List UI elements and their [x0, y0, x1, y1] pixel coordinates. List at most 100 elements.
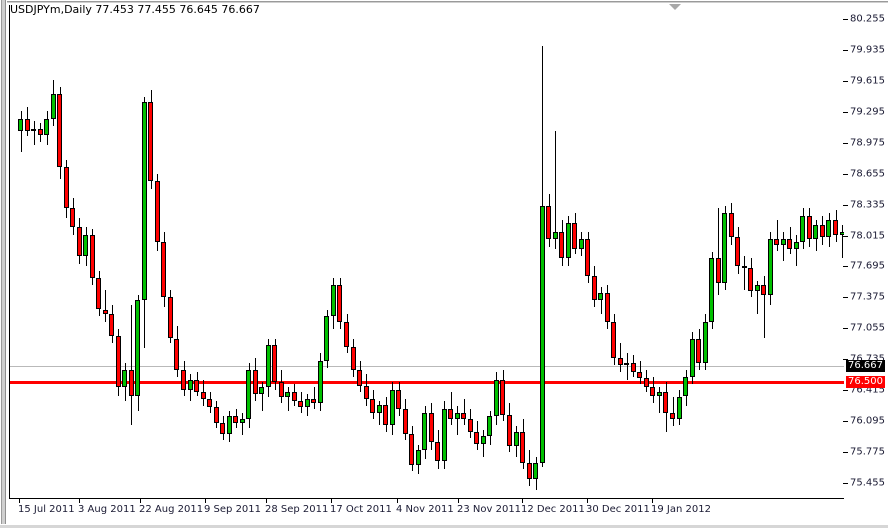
- candle-body-bearish: [220, 422, 225, 435]
- candle-body-bearish: [735, 237, 740, 266]
- candle-body-bullish: [416, 449, 421, 466]
- candle-body-bullish: [579, 238, 584, 249]
- candle-body-bearish: [748, 267, 753, 292]
- candle-wick: [288, 386, 289, 411]
- candle-body-bearish: [696, 338, 701, 363]
- price-axis-label: 75.775: [850, 446, 885, 458]
- time-axis-label: 15 Jul 2011: [18, 504, 75, 515]
- candle-body-bearish: [370, 399, 375, 413]
- candle-body-bullish: [318, 360, 323, 404]
- candle-body-bearish: [272, 345, 277, 382]
- candle-wick: [34, 121, 35, 146]
- candle-body-bearish: [605, 293, 610, 323]
- candlestick-plot-area[interactable]: [10, 5, 844, 498]
- candle-body-bearish: [344, 322, 349, 348]
- candle-body-bullish: [755, 285, 760, 292]
- candle-body-bearish: [644, 378, 649, 387]
- candle-body-bearish: [468, 418, 473, 433]
- candle-body-bearish: [572, 222, 577, 249]
- candle-body-bearish: [585, 238, 590, 276]
- time-tick: [458, 499, 459, 503]
- candle-body-bullish: [18, 119, 23, 131]
- candle-wick: [718, 208, 719, 295]
- candle-body-bearish: [592, 275, 597, 300]
- horizontal-level-line[interactable]: [10, 381, 844, 384]
- price-tick: [843, 483, 848, 485]
- candle-body-bullish: [690, 338, 695, 378]
- price-axis[interactable]: 80.255 79.935 79.615 79.295 78.975 78.655 78.3…: [843, 5, 888, 499]
- candle-wick: [640, 360, 641, 384]
- candle-wick: [131, 304, 132, 426]
- candle-body-bearish: [155, 180, 160, 242]
- candle-wick: [783, 232, 784, 262]
- candle-body-bullish: [794, 241, 799, 249]
- candle-body-bullish: [442, 409, 447, 462]
- candle-body-bearish: [618, 357, 623, 365]
- time-tick: [79, 499, 80, 503]
- candle-body-bullish: [722, 212, 727, 284]
- candle-wick: [262, 382, 263, 411]
- time-tick: [205, 499, 206, 503]
- candle-body-bullish: [135, 299, 140, 397]
- candle-wick: [842, 225, 843, 259]
- candle-wick: [21, 111, 22, 152]
- candle-body-bearish: [109, 314, 114, 336]
- candle-body-bearish: [448, 409, 453, 419]
- candle-body-bullish: [768, 238, 773, 295]
- last-price-badge[interactable]: 76.667: [846, 359, 885, 372]
- time-tick: [522, 499, 523, 503]
- candle-body-bullish: [657, 391, 662, 397]
- candle-body-bearish: [527, 463, 532, 479]
- candle-body-bearish: [670, 412, 675, 419]
- current-bar-marker-icon: [669, 4, 681, 10]
- time-tick: [397, 499, 398, 503]
- candle-body-bullish: [331, 285, 336, 317]
- time-axis[interactable]: 15 Jul 2011 3 Aug 2011 22 Aug 2011 9 Sep 20…: [9, 499, 844, 529]
- bottom-rail: [0, 524, 888, 529]
- candle-body-bearish: [429, 412, 434, 442]
- time-axis-label: 28 Sep 2011: [265, 504, 329, 515]
- level-price-badge[interactable]: 76.500: [846, 376, 885, 388]
- candle-wick: [464, 399, 465, 426]
- candle-body-bearish: [96, 277, 101, 310]
- candle-body-bullish: [31, 128, 36, 131]
- price-tick: [843, 235, 848, 237]
- price-tick: [843, 19, 848, 21]
- candle-wick: [555, 130, 556, 249]
- candle-body-bearish: [409, 434, 414, 466]
- price-axis-label: 75.455: [850, 477, 885, 489]
- price-tick: [843, 80, 848, 82]
- candle-body-bearish: [64, 167, 69, 208]
- candle-body-bearish: [214, 407, 219, 423]
- price-tick: [843, 452, 848, 454]
- candle-body-bearish: [383, 405, 388, 426]
- candle-body-bullish: [566, 222, 571, 259]
- candle-body-bearish: [148, 101, 153, 181]
- price-tick: [843, 49, 848, 51]
- candle-body-bullish: [266, 345, 271, 387]
- price-tick: [843, 359, 848, 361]
- candle-body-bullish: [481, 436, 486, 444]
- candle-body-bullish: [246, 370, 251, 419]
- last-price-line: [10, 365, 844, 367]
- candle-body-bearish: [729, 212, 734, 237]
- candle-body-bearish: [116, 335, 121, 387]
- candle-body-bearish: [663, 391, 668, 413]
- time-axis-label: 23 Nov 2011: [457, 504, 522, 515]
- plot-frame: [9, 5, 844, 499]
- candle-body-bullish: [455, 412, 460, 419]
- price-axis-label: 78.015: [850, 230, 885, 242]
- candle-wick: [457, 406, 458, 436]
- left-scrollbar-rail[interactable]: [0, 0, 7, 529]
- candle-body-bearish: [559, 232, 564, 259]
- candle-body-bullish: [324, 316, 329, 361]
- candle-body-bullish: [240, 418, 245, 423]
- price-tick: [843, 111, 848, 113]
- candle-body-bullish: [709, 258, 714, 323]
- candle-wick: [777, 219, 778, 252]
- time-tick: [331, 499, 332, 503]
- candle-body-bullish: [494, 380, 499, 416]
- candle-body-bullish: [677, 396, 682, 419]
- candle-body-bullish: [800, 215, 805, 242]
